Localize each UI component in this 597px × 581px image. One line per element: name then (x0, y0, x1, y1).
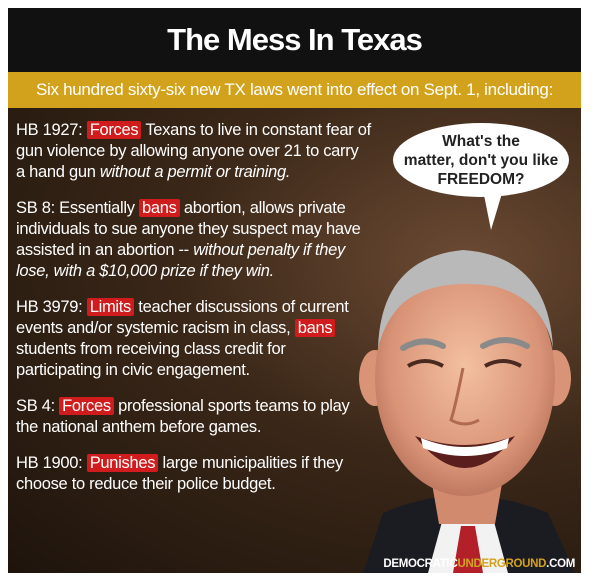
speech-bubble-text: What's the matter, don't you like FREEDO… (391, 132, 571, 189)
law-italic: without penalty if they lose, with a $10… (16, 241, 345, 280)
law-highlight: Punishes (86, 454, 159, 472)
law-item-sb8: SB 8: Essentially bans abortion, allows … (16, 198, 371, 282)
law-text: large municipalities if they choose to r… (16, 454, 344, 493)
poster: The Mess In Texas Six hundred sixty-six … (8, 8, 581, 573)
law-highlight: Limits (86, 298, 134, 316)
law-text: teacher discussions of current events an… (16, 298, 349, 337)
law-highlight: Forces (86, 121, 142, 139)
law-text-2: students from receiving class credit for… (16, 340, 286, 379)
footer-part-1: DEMOCRATIC (383, 558, 458, 570)
law-item-hb3979: HB 3979: Limits teacher discussions of c… (16, 297, 371, 381)
law-text: abortion, allows private individuals to … (16, 199, 361, 259)
page-title: The Mess In Texas (167, 22, 423, 57)
law-item-hb1900: HB 1900: Punishes large municipalities i… (16, 453, 371, 495)
laws-list: HB 1927: Forces Texans to live in consta… (16, 120, 371, 510)
speech-bubble-shape-icon (393, 123, 569, 230)
bubble-line: What's the (442, 133, 520, 150)
footer-credit: DEMOCRATICUNDERGROUND.COM (383, 558, 575, 570)
law-text: Texans to live in constant fear of gun v… (16, 121, 371, 181)
law-highlight: Forces (59, 397, 114, 415)
law-item-sb4: SB 4: Forces professional sports teams t… (16, 396, 371, 438)
bubble-line: FREEDOM? (437, 171, 525, 188)
banner-text: Six hundred sixty-six new TX laws went i… (35, 80, 554, 99)
law-text: professional sports teams to play the na… (16, 397, 350, 436)
footer-part-2: UNDERGROUND (457, 558, 547, 570)
law-highlight-2: bans (294, 319, 336, 337)
law-item-hb1927: HB 1927: Forces Texans to live in consta… (16, 120, 371, 183)
law-bill: SB 4: (16, 397, 55, 415)
footer-part-3: .COM (546, 558, 575, 570)
law-highlight: bans (139, 199, 180, 217)
law-bill: HB 1900: (16, 454, 83, 472)
law-italic: without a permit or training. (99, 163, 291, 181)
subtitle-banner: Six hundred sixty-six new TX laws went i… (8, 72, 581, 108)
speech-bubble: What's the matter, don't you like FREEDO… (391, 122, 571, 230)
law-bill: SB 8: Essentially (16, 199, 135, 217)
law-bill: HB 3979: (16, 298, 83, 316)
law-bill: HB 1927: (16, 121, 83, 139)
smiling-man-portrait-icon (359, 250, 575, 573)
bubble-line: matter, don't you like (403, 152, 559, 169)
title-bar: The Mess In Texas (8, 8, 581, 72)
